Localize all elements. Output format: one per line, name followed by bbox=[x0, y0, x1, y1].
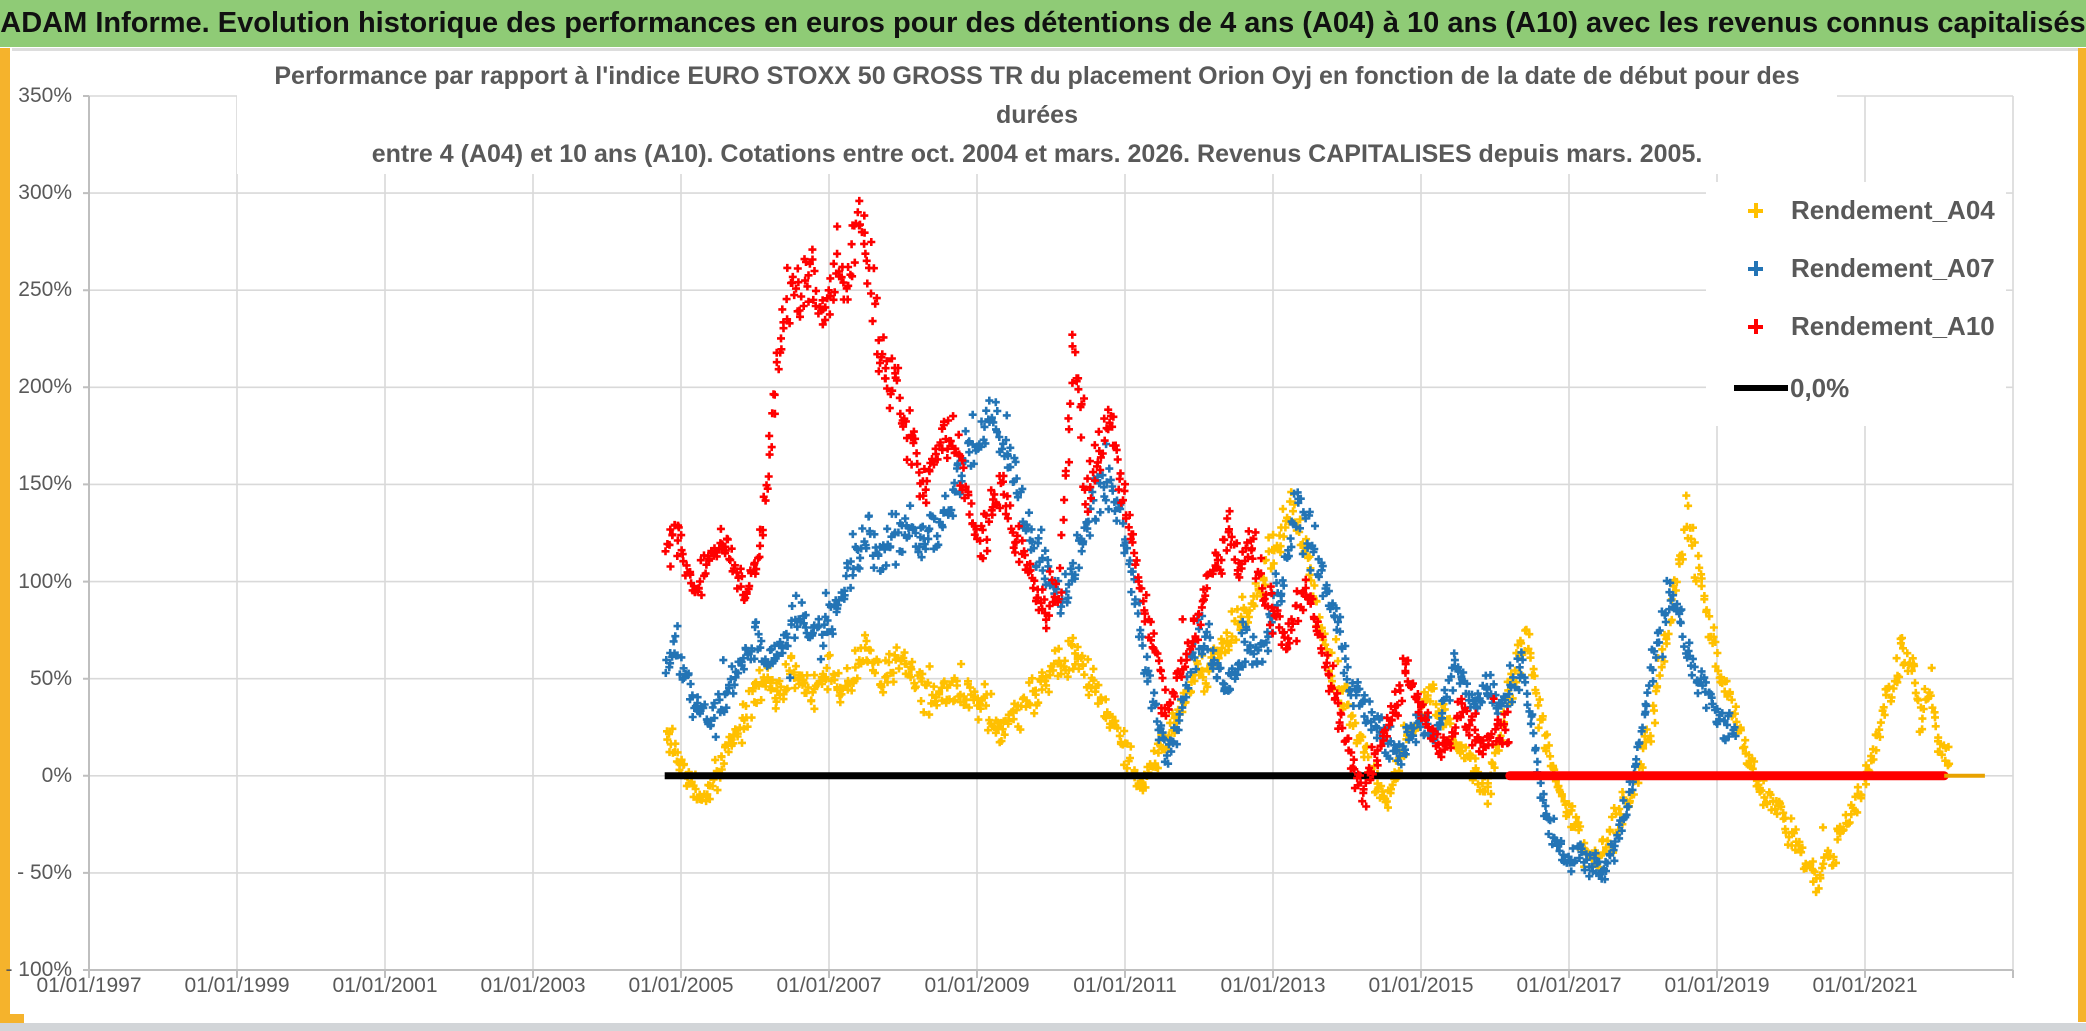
x-axis-label: 01/01/2013 bbox=[1220, 974, 1326, 997]
x-axis-label: 01/01/2017 bbox=[1516, 974, 1622, 997]
y-axis-label: - 50% bbox=[17, 860, 72, 884]
chart-legend: Rendement_A04 Rendement_A07 Rendement_A1… bbox=[1706, 182, 2006, 426]
chart-title-line2: entre 4 (A04) et 10 ans (A10). Cotations… bbox=[371, 140, 1703, 168]
x-axis-label: 01/01/2001 bbox=[332, 974, 438, 997]
plus-marker-icon bbox=[1748, 260, 1763, 276]
x-axis-label: 01/01/2009 bbox=[924, 974, 1030, 997]
header-bar: ADAM Informe. Evolution historique des p… bbox=[0, 0, 2086, 47]
x-axis-label: 01/01/2011 bbox=[1073, 974, 1177, 997]
x-axis-label: 01/01/2015 bbox=[1368, 974, 1474, 997]
x-axis-label: 01/01/2003 bbox=[480, 974, 586, 997]
chart-title-line1: Performance par rapport à l'indice EURO … bbox=[274, 62, 1800, 129]
legend-label: 0,0% bbox=[1790, 372, 1850, 403]
x-axis-label: 01/01/2005 bbox=[628, 974, 734, 997]
header-underline bbox=[12, 48, 2086, 51]
legend-item-rendement-a07: Rendement_A07 bbox=[1706, 250, 1995, 286]
x-axis-label: 01/01/2007 bbox=[776, 974, 882, 997]
chart-title: Performance par rapport à l'indice EURO … bbox=[237, 57, 1837, 174]
legend-label: Rendement_A10 bbox=[1791, 310, 1995, 341]
series-rendement_a07 bbox=[661, 396, 1740, 884]
axis-ticks bbox=[83, 95, 2014, 978]
series-rendement_a04 bbox=[663, 488, 1954, 897]
bottom-left-corner-strip bbox=[0, 1014, 24, 1023]
y-axis-label: - 100% bbox=[5, 958, 72, 981]
x-axis-label: 01/01/1999 bbox=[184, 974, 290, 997]
y-axis-label: 200% bbox=[18, 375, 72, 399]
bottom-border-strip bbox=[0, 1023, 2086, 1031]
plus-marker-icon bbox=[1748, 318, 1763, 334]
x-axis-label: 01/01/2019 bbox=[1664, 974, 1770, 997]
legend-item-zero-line: 0,0% bbox=[1706, 370, 1849, 406]
legend-item-rendement-a10: Rendement_A10 bbox=[1706, 308, 1995, 344]
y-axis-label: 350% bbox=[18, 84, 72, 107]
page-title: ADAM Informe. Evolution historique des p… bbox=[0, 7, 2086, 39]
x-axis-label: 01/01/2021 bbox=[1812, 974, 1918, 997]
right-border-strip bbox=[2078, 48, 2086, 1022]
legend-label: Rendement_A04 bbox=[1791, 194, 1995, 225]
series-rendement_a10 bbox=[661, 196, 1513, 811]
y-axis-label: 150% bbox=[18, 472, 72, 496]
legend-item-rendement-a04: Rendement_A04 bbox=[1706, 192, 1995, 228]
y-axis-label: 0% bbox=[41, 763, 72, 787]
plus-marker-icon bbox=[1748, 202, 1763, 218]
x-axis-label: 01/01/1997 bbox=[36, 974, 142, 997]
y-axis-label: 250% bbox=[18, 278, 72, 302]
y-axis-label: 300% bbox=[18, 181, 72, 205]
legend-label: Rendement_A07 bbox=[1791, 252, 1995, 283]
left-border-strip bbox=[0, 48, 10, 1022]
y-axis-label: 100% bbox=[18, 569, 72, 593]
y-axis-label: 50% bbox=[29, 666, 72, 690]
zero-line-icon bbox=[1734, 385, 1788, 391]
